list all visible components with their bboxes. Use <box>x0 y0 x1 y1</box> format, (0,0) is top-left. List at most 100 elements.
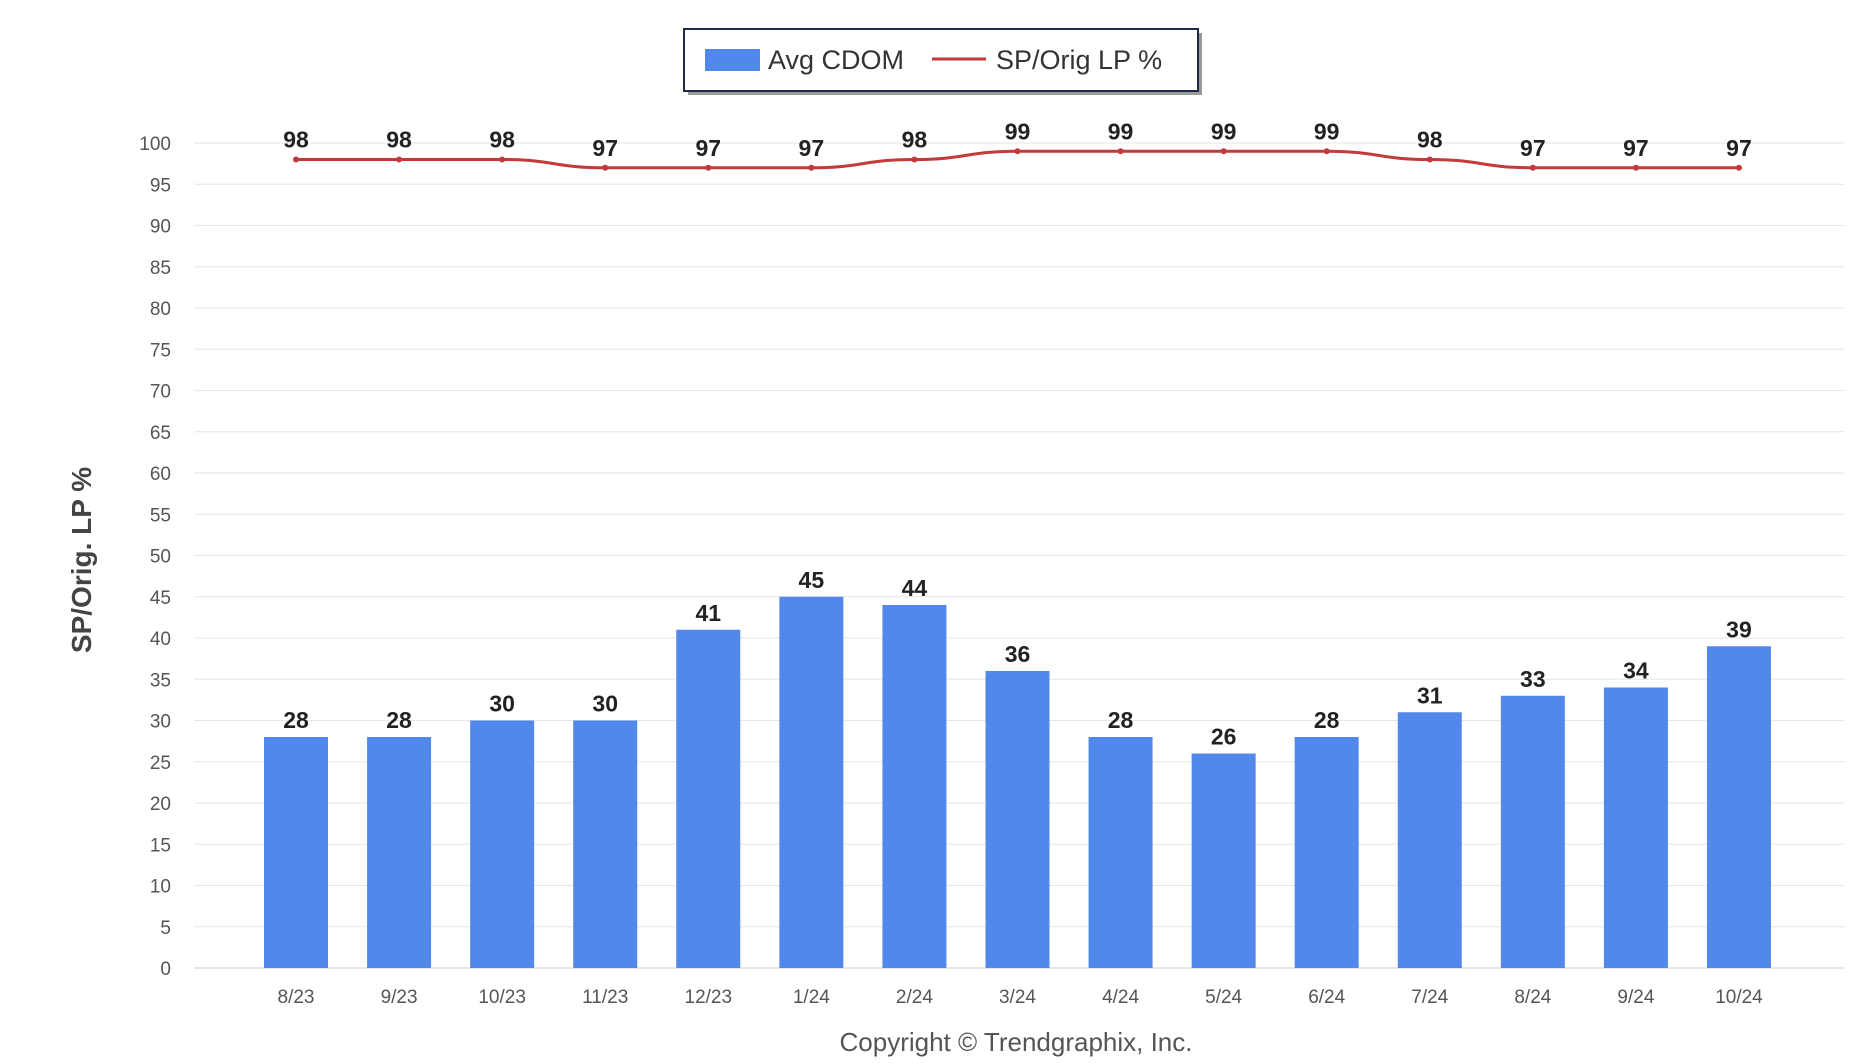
y-tick-label: 10 <box>150 877 171 898</box>
y-tick-label: 70 <box>150 382 171 403</box>
copyright-text: Copyright © Trendgraphix, Inc. <box>840 1027 1193 1057</box>
bar-8/24 <box>1500 695 1565 968</box>
line-data-labels: 98 98 98 97 97 97 98 99 99 99 99 98 97 97 97 <box>283 118 1752 161</box>
bar-2/24 <box>882 605 947 968</box>
x-tick-label: 12/23 <box>685 987 733 1008</box>
y-tick-label: 85 <box>150 258 171 279</box>
x-tick-label: 10/23 <box>478 987 526 1008</box>
y-tick-label: 45 <box>150 588 171 609</box>
line-point <box>1014 148 1021 155</box>
legend-label-sp-orig-lp: SP/Orig LP % <box>996 45 1162 75</box>
line-point <box>499 156 506 163</box>
line-point <box>1220 148 1227 155</box>
x-tick-label: 7/24 <box>1411 987 1448 1008</box>
y-tick-label: 30 <box>150 712 171 733</box>
bar-value-label: 31 <box>1417 682 1443 708</box>
line-value-label: 98 <box>386 127 412 153</box>
legend-swatch-bar-icon <box>705 49 760 71</box>
line-value-label: 97 <box>1520 135 1546 161</box>
bar-value-label: 34 <box>1623 658 1649 684</box>
line-value-label: 98 <box>283 127 309 153</box>
y-tick-label: 80 <box>150 299 171 320</box>
line-series <box>293 148 1742 171</box>
line-point <box>396 156 403 163</box>
y-tick-label: 35 <box>150 670 171 691</box>
line-point <box>1735 164 1742 171</box>
bar-data-labels: 28 28 30 30 41 45 44 36 28 26 28 31 33 34 39 <box>283 567 1752 750</box>
bar-5/24 <box>1191 753 1256 968</box>
bar-12/23 <box>676 629 741 968</box>
line-point <box>1426 156 1433 163</box>
bar-value-label: 39 <box>1726 616 1752 642</box>
line-value-label: 99 <box>1211 118 1237 144</box>
y-tick-label: 5 <box>160 918 171 939</box>
bar-value-label: 30 <box>592 691 618 717</box>
line-value-label: 98 <box>1417 127 1443 153</box>
bar-value-label: 28 <box>1314 707 1340 733</box>
bar-9/23 <box>367 737 432 968</box>
x-tick-label: 9/24 <box>1617 987 1654 1008</box>
line-value-label: 98 <box>489 127 515 153</box>
line-value-label: 97 <box>695 135 721 161</box>
line-point <box>1117 148 1124 155</box>
x-tick-label: 5/24 <box>1205 987 1242 1008</box>
y-tick-label: 75 <box>150 340 171 361</box>
x-tick-label: 1/24 <box>793 987 830 1008</box>
bar-10/24 <box>1706 646 1771 968</box>
x-tick-label: 9/23 <box>381 987 418 1008</box>
line-point <box>1632 164 1639 171</box>
bar-1/24 <box>779 596 844 968</box>
bar-6/24 <box>1294 737 1359 968</box>
line-point <box>705 164 712 171</box>
line-point <box>293 156 299 163</box>
y-tick-label: 50 <box>150 547 171 568</box>
legend-label-avg-cdom: Avg CDOM <box>768 45 904 75</box>
bar-value-label: 28 <box>1108 707 1134 733</box>
line-point <box>1323 148 1330 155</box>
line-value-label: 97 <box>592 135 618 161</box>
bar-value-label: 41 <box>695 600 721 626</box>
bar-3/24 <box>985 671 1050 968</box>
x-tick-label: 10/24 <box>1715 987 1763 1008</box>
y-tick-label: 55 <box>150 505 171 526</box>
y-tick-label: 20 <box>150 794 171 815</box>
y-axis-ticks: 0 5 10 15 20 25 30 35 40 45 50 55 60 65 70 75 80 85 90 95 10… <box>139 134 171 980</box>
line-value-label: 97 <box>1726 135 1752 161</box>
y-tick-label: 95 <box>150 175 171 196</box>
bar-11/23 <box>573 720 638 968</box>
x-tick-label: 11/23 <box>582 987 628 1008</box>
x-tick-label: 6/24 <box>1308 987 1345 1008</box>
bar-7/24 <box>1397 712 1462 968</box>
bar-value-label: 33 <box>1520 666 1546 692</box>
bar-4/24 <box>1088 737 1153 968</box>
y-axis-title: SP/Orig. LP % <box>66 467 97 653</box>
bar-value-label: 44 <box>902 575 928 601</box>
line-point <box>911 156 918 163</box>
line-value-label: 98 <box>902 127 928 153</box>
grid-lines <box>194 142 1845 969</box>
line-point <box>808 164 815 171</box>
legend-box <box>683 28 1199 92</box>
bar-value-label: 28 <box>283 707 309 733</box>
bar-9/24 <box>1603 687 1668 968</box>
line-value-label: 99 <box>1108 118 1134 144</box>
bar-10/23 <box>470 720 535 968</box>
x-axis-ticks: 8/23 9/23 10/23 11/23 12/23 1/24 2/24 3/24 4/24 5… <box>278 987 1764 1008</box>
y-tick-label: 25 <box>150 753 171 774</box>
y-tick-label: 15 <box>150 835 171 856</box>
y-tick-label: 100 <box>139 134 171 155</box>
line-point <box>602 164 609 171</box>
legend[interactable]: Avg CDOM SP/Orig LP % <box>683 28 1202 95</box>
line-point <box>1529 164 1536 171</box>
bar-value-label: 36 <box>1005 641 1031 667</box>
bar-value-label: 45 <box>799 567 825 593</box>
bar-value-label: 26 <box>1211 724 1237 750</box>
line-value-label: 99 <box>1005 118 1031 144</box>
y-tick-label: 60 <box>150 464 171 485</box>
bar-8/23 <box>264 737 328 968</box>
y-tick-label: 90 <box>150 217 171 238</box>
x-tick-label: 8/24 <box>1514 987 1551 1008</box>
x-tick-label: 4/24 <box>1102 987 1139 1008</box>
bar-value-label: 30 <box>489 691 515 717</box>
